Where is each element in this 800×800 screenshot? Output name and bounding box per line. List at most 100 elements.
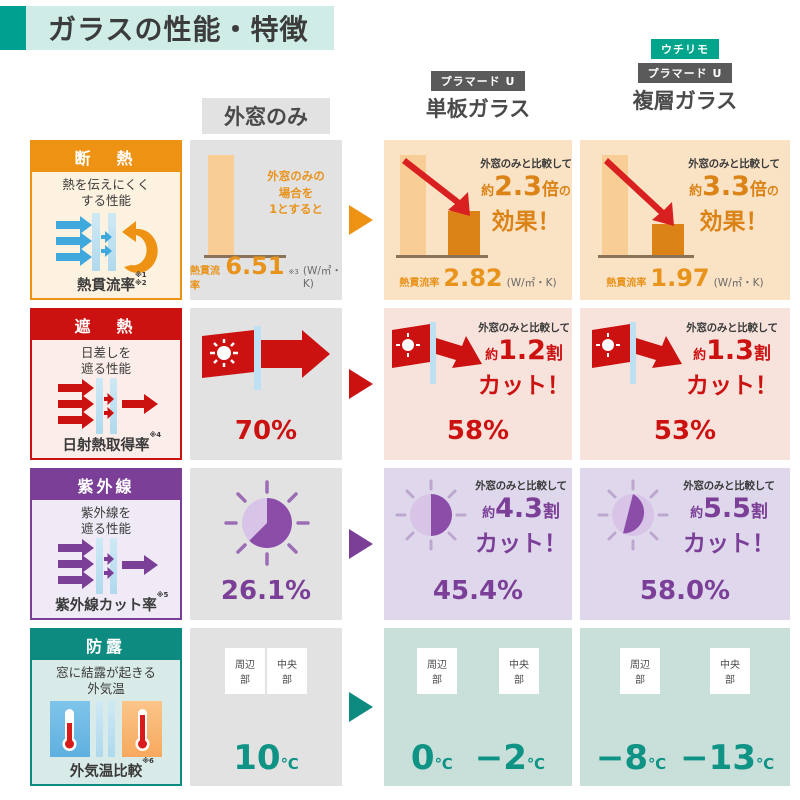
value-shading-double-pane: 53% [653, 416, 717, 446]
row-metric-name: 日射熱取得率 ※4 [62, 431, 162, 454]
row-label-condensation: 防露 窓に結露が起きる 外気温 [30, 628, 182, 786]
row-insulation: 断 熱 熱を伝えにくく する性能 [0, 140, 800, 300]
value-shading-outer-only: 70% [234, 416, 298, 446]
effect-callout: 外窓のみと比較して 約5.5割 カット！ [683, 480, 775, 557]
row-uv: 紫外線 紫外線を 遮る性能 [0, 468, 800, 620]
row-metric-name: 熱貫流率 ※1 ※2 [77, 271, 147, 294]
column-header-outer-only: 外窓のみ [190, 98, 342, 134]
sun-pie-icon [395, 479, 467, 551]
heat-insulation-icon [46, 211, 166, 273]
arrow-marker-condensation [349, 692, 375, 722]
effect-callout: 外窓のみと比較して 約4.3割 カット！ [475, 480, 567, 557]
temperature-value: 0 [410, 738, 435, 778]
value-shading-single-pane: 58% [446, 416, 510, 446]
solar-ray-arrow-icon [392, 322, 482, 384]
row-heading: 紫外線 [32, 470, 180, 500]
column-header-label: 複層ガラス [632, 89, 738, 113]
row-condensation: 防露 窓に結露が起きる 外気温 [0, 628, 800, 786]
row-heading: 断 熱 [32, 142, 180, 172]
row-description: 日差しを 遮る性能 [80, 345, 131, 377]
temperature-unit: ℃ [280, 755, 299, 773]
value-uv-double-pane: 58.0% [639, 576, 731, 606]
arrow-marker-uv [349, 529, 375, 559]
title-accent-bar [0, 6, 26, 50]
temperature-value: −2 [474, 738, 527, 778]
arrow-marker-insulation [349, 205, 375, 235]
zone-label-group: 周辺部 中央部 [384, 648, 572, 694]
cell-shading-single-pane: 外窓のみと比較して 約1.2割 カット！ 58% [384, 308, 572, 460]
cell-uv-outer-only: 26.1% [190, 468, 342, 620]
temperature-value: −8 [595, 738, 648, 778]
product-tag-puramado-u: プラマード U [637, 63, 733, 83]
cell-insulation-single-pane: 外窓のみと比較して 約2.3倍の 効果！ 熱貫流率 2.82 (W/㎡・K) [384, 140, 572, 300]
column-header-single-pane: プラマード U 単板ガラス [384, 70, 572, 123]
row-shading: 遮 熱 日差しを 遮る性能 [0, 308, 800, 460]
solar-shading-icon [46, 377, 166, 434]
cell-insulation-outer-only: 外窓のみの 場合を 1とすると 熱貫流率 6.51 ※3 (W/㎡・K) [190, 140, 342, 300]
temperature-unit: ℃ [648, 755, 667, 773]
baseline-note: 外窓のみの 場合を 1とすると [267, 169, 325, 217]
temperature-unit: ℃ [755, 755, 775, 773]
down-arrow-icon [402, 158, 470, 216]
temperature-unit: ℃ [526, 755, 546, 773]
effect-callout: 外窓のみと比較して 約2.3倍の 効果！ [480, 158, 572, 235]
row-heading: 遮 熱 [32, 310, 180, 340]
cell-shading-outer-only: 70% [190, 308, 342, 460]
solar-ray-arrow-icon [202, 326, 330, 390]
cell-insulation-double-pane: 外窓のみと比較して 約3.3倍の 効果！ 熱貫流率 1.97 (W/㎡・K) [580, 140, 790, 300]
sun-pie-icon [224, 480, 310, 566]
zone-label-center: 中央部 [710, 648, 750, 694]
page-title-text: ガラスの性能・特徴 [48, 13, 309, 46]
temperature-group: −8℃ −13℃ [580, 738, 790, 778]
column-header-band: 外窓のみ [202, 98, 330, 134]
cell-shading-double-pane: 外窓のみと比較して 約1.3割 カット！ 53% [580, 308, 790, 460]
column-header-double-pane: ウチリモ プラマード U 複層ガラス [580, 38, 790, 115]
title-band: ガラスの性能・特徴 [26, 6, 335, 50]
zone-label-center: 中央部 [499, 648, 539, 694]
row-metric-name: 外気温比較 ※6 [69, 757, 154, 780]
effect-callout: 外窓のみと比較して 約1.3割 カット！ [686, 322, 778, 399]
arrow-marker-shading [349, 369, 375, 399]
down-arrow-icon [604, 158, 674, 226]
row-label-insulation: 断 熱 熱を伝えにくく する性能 [30, 140, 182, 300]
temperature-unit: ℃ [434, 755, 453, 773]
effect-callout: 外窓のみと比較して 約3.3倍の 効果！ [688, 158, 780, 235]
zone-label-group: 周辺部 中央部 [190, 648, 342, 694]
metric-insulation-single-pane: 熱貫流率 2.82 (W/㎡・K) [399, 264, 557, 292]
row-label-uv: 紫外線 紫外線を 遮る性能 [30, 468, 182, 620]
cell-uv-single-pane: 外窓のみと比較して 約4.3割 カット！ 45.4% [384, 468, 572, 620]
effect-callout: 外窓のみと比較して 約1.2割 カット！ [478, 322, 570, 399]
column-header-label: 外窓のみ [224, 105, 308, 129]
zone-label-perimeter: 周辺部 [620, 648, 660, 694]
row-metric-name: 紫外線カット率 ※5 [55, 591, 169, 614]
cell-condensation-outer-only: 周辺部 中央部 10 ℃ [190, 628, 342, 786]
row-description: 窓に結露が起きる 外気温 [56, 665, 156, 697]
thermometer-icon [40, 700, 172, 757]
zone-label-center: 中央部 [267, 648, 307, 694]
uv-blocking-icon [46, 537, 166, 594]
row-heading: 防露 [32, 630, 180, 660]
row-label-shading: 遮 熱 日差しを 遮る性能 [30, 308, 182, 460]
sun-pie-icon [597, 479, 669, 551]
value-uv-outer-only: 26.1% [220, 576, 312, 606]
solar-ray-arrow-icon [592, 322, 682, 384]
zone-label-perimeter: 周辺部 [225, 648, 265, 694]
row-description: 熱を伝えにくく する性能 [62, 177, 150, 209]
metric-insulation-outer-only: 熱貫流率 6.51 ※3 (W/㎡・K) [190, 252, 342, 292]
zone-label-group: 周辺部 中央部 [580, 648, 790, 694]
row-description: 紫外線を 遮る性能 [80, 505, 131, 537]
temperature-group: 0℃ −2℃ [384, 738, 572, 778]
cell-uv-double-pane: 外窓のみと比較して 約5.5割 カット！ 58.0% [580, 468, 790, 620]
temperature-value: −13 [680, 738, 756, 778]
cell-condensation-double-pane: 周辺部 中央部 −8℃ −13℃ [580, 628, 790, 786]
metric-insulation-double-pane: 熱貫流率 1.97 (W/㎡・K) [606, 264, 764, 292]
product-tag-uchirimo: ウチリモ [651, 39, 719, 59]
temperature-value: 10 [233, 738, 281, 778]
temperature-group: 10 ℃ [190, 738, 342, 778]
page-title: ガラスの性能・特徴 [0, 6, 335, 50]
product-tag-puramado-u: プラマード U [430, 71, 526, 91]
column-header-label: 単板ガラス [425, 97, 531, 121]
zone-label-perimeter: 周辺部 [417, 648, 457, 694]
value-uv-single-pane: 45.4% [432, 576, 524, 606]
